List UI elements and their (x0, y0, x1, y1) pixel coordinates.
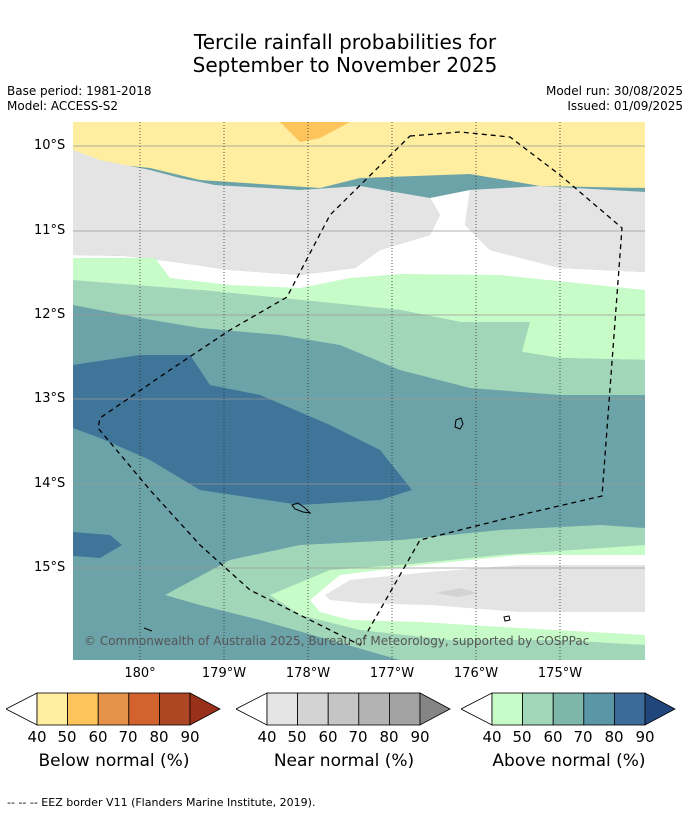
lon-label: 175°W (537, 666, 583, 681)
lon-label: 178°W (285, 666, 331, 681)
legend-caption-near: Near normal (%) (273, 751, 415, 771)
map-title: Tercile rainfall probabilities for Septe… (0, 31, 690, 77)
lat-label: 12°S (34, 307, 66, 322)
above-normal-40-region (73, 258, 645, 335)
near-normal-40-region-east (465, 186, 645, 272)
colorbar-above-segment (583, 692, 615, 726)
below-normal-40-region (73, 122, 645, 188)
legend-tick: 70 (573, 728, 593, 746)
map-regions (73, 122, 645, 660)
meta-left: Base period: 1981-2018 Model: ACCESS-S2 (7, 84, 152, 114)
near-normal-50-region-south (435, 588, 478, 597)
colorbar-above-extend (644, 692, 676, 726)
legend-caption-below: Below normal (%) (38, 751, 190, 771)
lat-gridlines (73, 145, 645, 569)
lat-label: 15°S (34, 560, 66, 575)
colorbar-below (5, 692, 221, 726)
colorbar-below-segment (97, 692, 130, 726)
colorbar-above-segment (522, 692, 554, 726)
legend-tick: 60 (88, 728, 108, 746)
lon-label: 176°W (453, 666, 499, 681)
island-south (503, 615, 511, 622)
near-normal-40-region-west (73, 150, 440, 275)
no-dominant-region (73, 190, 645, 290)
legend-tick: 70 (118, 728, 138, 746)
lat-label: 10°S (34, 138, 66, 153)
colorbar-near-segment (388, 692, 421, 726)
legend-tick: 70 (348, 728, 368, 746)
legend-tick: 40 (257, 728, 277, 746)
colorbar-below-extend (189, 692, 221, 726)
legend-tick: 50 (287, 728, 307, 746)
lon-label: 180° (124, 666, 156, 681)
colorbar-near-extend (419, 692, 451, 726)
near-normal-40-region-south (325, 565, 645, 612)
colorbar-above-segment (491, 692, 524, 726)
rainfall-map (73, 122, 645, 660)
title-line-2: September to November 2025 (192, 53, 498, 77)
lon-label: 177°W (369, 666, 415, 681)
colorbar-below-segment (128, 692, 160, 726)
legend-tick: 40 (27, 728, 47, 746)
colorbar-above-segment (613, 692, 646, 726)
legend-tick: 50 (57, 728, 77, 746)
above-normal-50-region (73, 280, 645, 395)
model-run: Model run: 30/08/2025 (545, 84, 683, 98)
above-normal-70-region (73, 355, 412, 505)
legend-caption-above: Above normal (%) (492, 751, 646, 771)
colorbar-below-segment (67, 692, 99, 726)
island-southwest (143, 627, 153, 632)
legend-tick: 90 (180, 728, 200, 746)
colorbar-near-segment (297, 692, 329, 726)
legend-tick: 80 (604, 728, 624, 746)
legend-tick: 60 (318, 728, 338, 746)
legend-tick: 90 (410, 728, 430, 746)
colorbar-near-segment (266, 692, 299, 726)
copyright-notice: © Commonwealth of Australia 2025, Bureau… (84, 634, 590, 648)
legend-tick: 90 (635, 728, 655, 746)
below-normal-50-region (280, 122, 350, 142)
issued-date: Issued: 01/09/2025 (567, 99, 683, 113)
colorbar-below-segment (36, 692, 69, 726)
legend-tick: 40 (482, 728, 502, 746)
lon-label: 179°W (201, 666, 247, 681)
colorbar-near (235, 692, 451, 726)
island-east (454, 417, 464, 430)
island-central (291, 502, 312, 514)
colorbar-above (460, 692, 676, 726)
colorbar-above-segment (552, 692, 585, 726)
base-period: Base period: 1981-2018 (7, 84, 152, 98)
legend-tick: 80 (379, 728, 399, 746)
legend-near-normal: 40 50 60 70 80 90 Near normal (%) (235, 692, 452, 771)
model-name: Model: ACCESS-S2 (7, 99, 119, 113)
lat-label: 14°S (34, 476, 66, 491)
colorbar-near-segment (358, 692, 390, 726)
legend-tick: 60 (543, 728, 563, 746)
lat-label: 11°S (34, 223, 66, 238)
title-line-1: Tercile rainfall probabilities for (193, 30, 497, 54)
legend-above-normal: 40 50 60 70 80 90 Above normal (%) (460, 692, 677, 771)
above-normal-70-region-sw (73, 532, 122, 558)
eez-footnote: -- -- -- EEZ border V11 (Flanders Marine… (7, 796, 316, 809)
meta-right: Model run: 30/08/2025 Issued: 01/09/2025 (546, 84, 683, 114)
colorbar-below-segment (158, 692, 191, 726)
lat-label: 13°S (34, 391, 66, 406)
above-normal-40-region-east (522, 322, 645, 360)
legend-below-normal: 40 50 60 70 80 90 Below normal (%) (5, 692, 222, 771)
legend-tick: 80 (149, 728, 169, 746)
colorbar-near-segment (327, 692, 360, 726)
legend-tick: 50 (512, 728, 532, 746)
